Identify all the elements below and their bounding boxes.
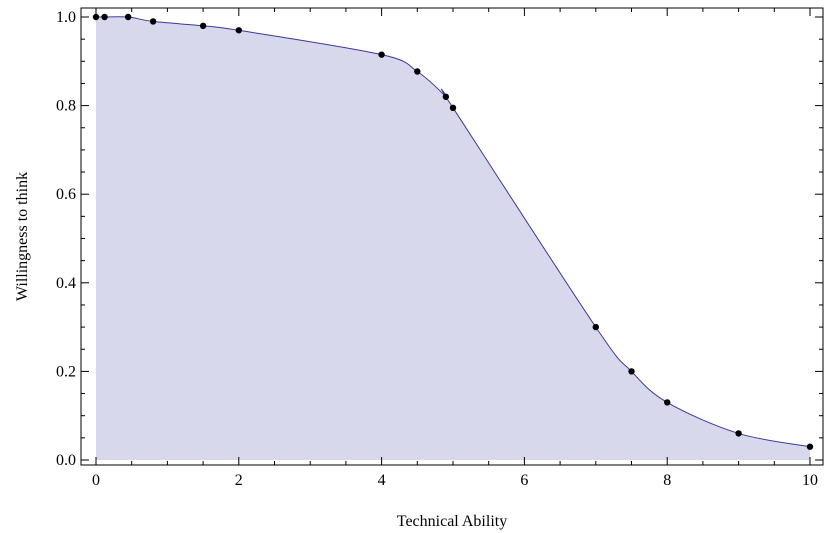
data-point bbox=[124, 13, 132, 21]
y-tick-label: 0.4 bbox=[56, 275, 76, 292]
x-tick-label: 2 bbox=[235, 472, 243, 489]
data-point bbox=[735, 430, 742, 437]
x-tick-label: 10 bbox=[802, 472, 818, 489]
y-tick-label: 0.2 bbox=[56, 363, 76, 380]
y-tick-label: 0.0 bbox=[56, 452, 76, 469]
area-fill bbox=[96, 16, 810, 461]
x-axis-ticks: 0 2 4 6 8 10 bbox=[92, 8, 818, 489]
x-tick-label: 0 bbox=[92, 472, 100, 489]
data-point bbox=[378, 51, 385, 58]
x-tick-label: 6 bbox=[520, 472, 528, 489]
data-point bbox=[664, 399, 671, 406]
x-tick-label: 4 bbox=[378, 472, 386, 489]
data-point bbox=[199, 22, 207, 30]
data-point bbox=[414, 68, 421, 75]
data-point bbox=[592, 323, 599, 331]
data-point bbox=[628, 368, 635, 375]
data-point bbox=[149, 18, 157, 25]
y-axis-ticks: 0.0 0.2 0.4 0.6 0.8 1.0 bbox=[56, 9, 823, 469]
series-line bbox=[96, 16, 811, 448]
data-point bbox=[442, 93, 450, 100]
x-tick-label: 8 bbox=[663, 472, 671, 489]
plot-frame bbox=[80, 7, 824, 466]
plot-area bbox=[92, 13, 814, 461]
data-point bbox=[235, 27, 242, 34]
data-point bbox=[806, 443, 814, 450]
y-tick-label: 1.0 bbox=[56, 9, 76, 26]
data-point bbox=[449, 104, 457, 112]
y-tick-label: 0.6 bbox=[56, 186, 76, 203]
data-point bbox=[101, 13, 108, 21]
y-tick-label: 0.8 bbox=[56, 98, 76, 115]
x-axis-label: Technical Ability bbox=[397, 513, 507, 530]
data-markers bbox=[92, 13, 814, 450]
data-point bbox=[92, 13, 100, 21]
y-axis-label: Willingness to think bbox=[14, 172, 31, 301]
